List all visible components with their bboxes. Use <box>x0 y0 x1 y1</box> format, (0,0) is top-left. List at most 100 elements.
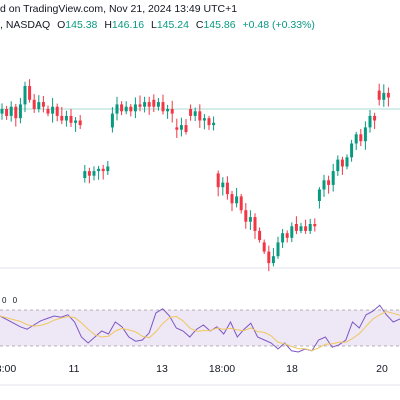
candle-body <box>32 99 36 109</box>
candle-body <box>239 196 243 211</box>
candle-body <box>198 111 202 121</box>
candle-body <box>0 109 4 114</box>
oscillator-band <box>0 310 400 346</box>
candle-body <box>170 109 174 114</box>
candle-body <box>354 134 358 144</box>
candle-body <box>294 224 298 231</box>
candle-body <box>124 106 128 112</box>
candle-body <box>14 106 18 119</box>
candle-body <box>184 125 188 132</box>
candle-body <box>299 226 303 231</box>
exchange-label: , NASDAQ <box>0 19 51 31</box>
candle-body <box>138 104 142 107</box>
candle-body <box>51 106 55 114</box>
candle-body <box>110 113 114 128</box>
candle-body <box>175 127 179 130</box>
candle-body <box>313 224 317 227</box>
candle-body <box>248 217 252 222</box>
candle-body <box>225 182 229 195</box>
candle-body <box>271 256 275 264</box>
candle-body <box>212 122 216 126</box>
oscillator-label: 0 0 <box>2 296 20 305</box>
candle-body <box>340 159 344 167</box>
candle-body <box>97 168 101 172</box>
candle-body <box>64 115 68 121</box>
candle-body <box>28 86 32 100</box>
candle-body <box>221 182 225 188</box>
oscillator-line <box>0 304 400 353</box>
candle-body <box>106 166 110 172</box>
candle-body <box>189 109 193 116</box>
candle-body <box>143 102 147 107</box>
candle-body <box>166 109 170 112</box>
close-key: C <box>195 19 204 31</box>
candle-body <box>359 134 363 142</box>
candle-body <box>386 92 390 98</box>
candle-body <box>331 171 335 185</box>
candle-body <box>216 173 220 188</box>
candle-body <box>267 251 271 264</box>
candle-body <box>253 217 257 231</box>
candle-body <box>74 120 78 123</box>
candle-body <box>281 233 285 243</box>
candle-body <box>92 171 96 176</box>
candle-body <box>18 104 22 119</box>
candle-body <box>230 194 234 204</box>
candle-body <box>350 143 354 158</box>
candle-body <box>368 115 372 128</box>
candle-body <box>60 115 64 121</box>
candle-body <box>202 118 206 121</box>
candle-body <box>322 180 326 190</box>
ohlc-readout: , NASDAQ O145.38 H146.16 L145.24 C145.86… <box>0 19 315 31</box>
candle-body <box>87 171 91 176</box>
candle-body <box>133 104 137 112</box>
open-value: 145.38 <box>65 19 98 31</box>
low-key: L <box>150 19 157 31</box>
published-info: d on TradingView.com, Nov 21, 2024 13:49… <box>0 3 238 15</box>
candle-body <box>41 102 45 107</box>
time-tick-label: 13 <box>156 363 168 375</box>
candle-body <box>262 242 266 252</box>
candle-body <box>327 180 331 185</box>
candle-body <box>152 99 156 107</box>
change-value: +0.48 (+0.33%) <box>242 19 315 31</box>
time-tick-label: 18:00 <box>209 363 235 375</box>
close-value: 145.86 <box>203 19 236 31</box>
candle-body <box>78 120 82 126</box>
candle-body <box>161 102 165 112</box>
candle-body <box>147 102 151 107</box>
candle-body <box>115 104 119 114</box>
candle-body <box>69 115 73 123</box>
candle-body <box>37 102 41 109</box>
candle-body <box>101 168 105 172</box>
candle-body <box>285 233 289 238</box>
candle-body <box>244 210 248 222</box>
candle-body <box>317 189 321 201</box>
high-value: 146.16 <box>111 19 145 31</box>
candle-body <box>345 157 349 167</box>
time-tick-label: 8:00 <box>0 363 16 375</box>
candle-body <box>304 226 308 231</box>
candle-body <box>9 106 13 116</box>
candle-body <box>363 127 367 142</box>
candle-body <box>156 102 160 107</box>
candle-body <box>46 109 50 114</box>
candle-body <box>276 242 280 257</box>
candle-body <box>129 106 133 112</box>
candle-body <box>193 111 197 116</box>
candle-body <box>258 230 262 241</box>
time-tick-label: 11 <box>69 363 80 375</box>
chart-header: d on TradingView.com, Nov 21, 2024 13:49… <box>0 0 400 36</box>
candle-body <box>23 86 27 105</box>
candle-body <box>83 171 87 178</box>
signal-line <box>0 310 400 352</box>
open-key: O <box>57 19 66 31</box>
candle-body <box>382 92 386 100</box>
candle-body <box>373 115 377 121</box>
candle-body <box>377 90 381 100</box>
candle-body <box>308 224 312 231</box>
candle-body <box>235 196 239 204</box>
candle-body <box>55 106 59 116</box>
high-key: H <box>104 19 112 31</box>
